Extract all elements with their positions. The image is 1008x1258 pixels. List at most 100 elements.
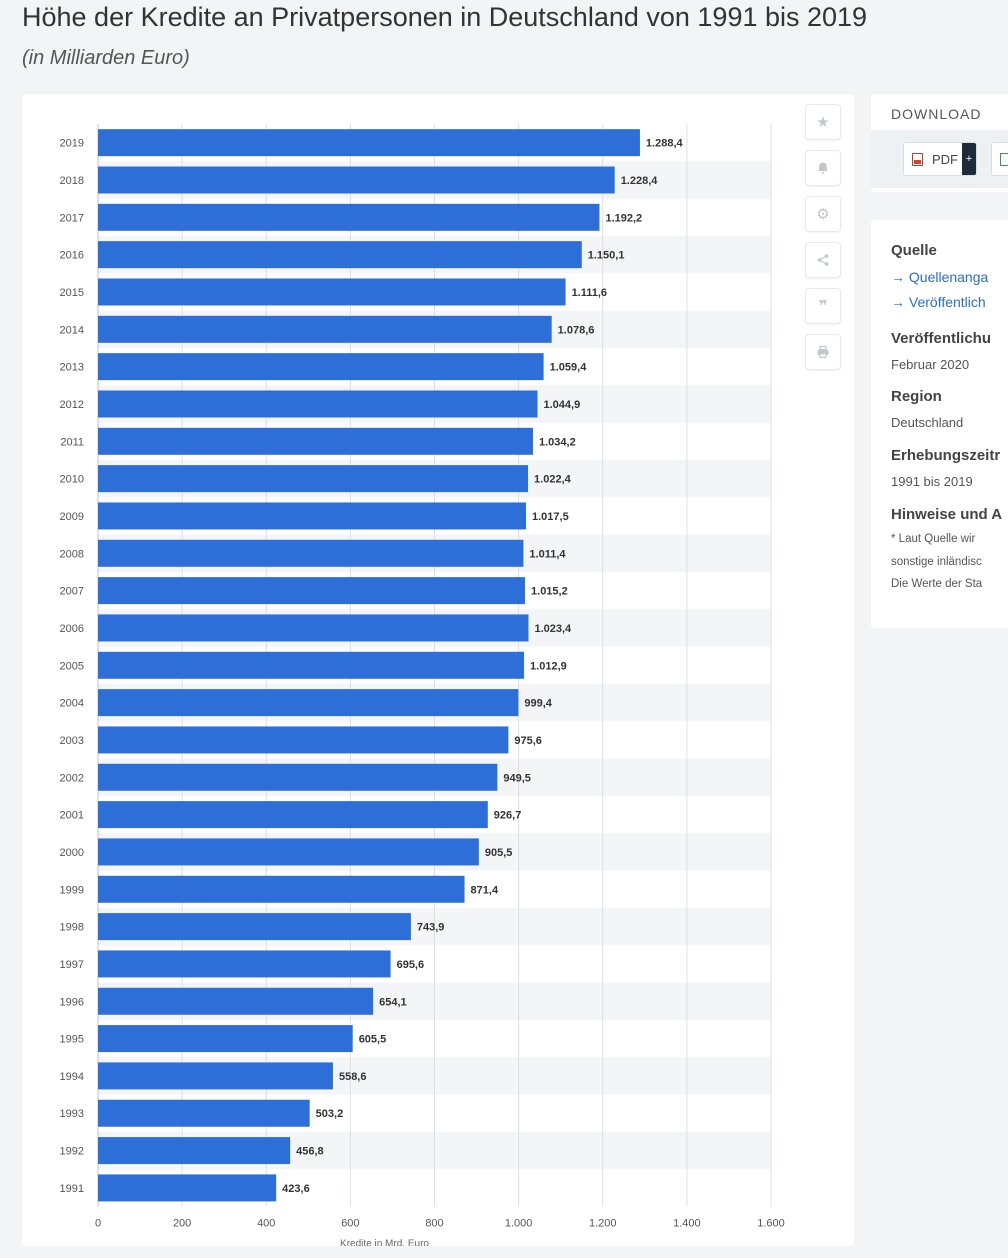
print-icon <box>817 345 829 359</box>
xls-file-icon <box>1000 153 1008 166</box>
category-label: 2011 <box>60 436 84 448</box>
bar <box>98 577 526 605</box>
value-label: 1.192,2 <box>605 212 642 224</box>
bar <box>98 726 509 754</box>
value-label: 503,2 <box>316 1108 344 1120</box>
value-label: 949,5 <box>503 772 531 784</box>
category-label: 2007 <box>60 586 84 598</box>
value-label: 1.288,4 <box>646 138 684 150</box>
x-tick-label: 1.000 <box>505 1218 533 1230</box>
category-label: 1993 <box>60 1108 84 1120</box>
bar <box>98 353 544 381</box>
cite-button[interactable]: ❞ <box>805 288 841 324</box>
settings-button[interactable]: ⚙ <box>805 196 841 232</box>
download-label: DOWNLOAD <box>891 106 982 122</box>
bar <box>98 465 529 493</box>
x-tick-label: 400 <box>257 1218 275 1230</box>
category-label: 2000 <box>60 847 84 859</box>
category-label: 2005 <box>60 660 84 672</box>
value-label: 871,4 <box>471 884 499 896</box>
chart-toolbar: ★ ⚙ ❞ <box>805 104 841 380</box>
print-button[interactable] <box>805 334 841 370</box>
value-label: 654,1 <box>379 996 407 1008</box>
bar <box>98 166 615 194</box>
bar <box>98 913 411 941</box>
x-tick-label: 200 <box>173 1218 191 1230</box>
star-icon: ★ <box>816 114 830 131</box>
category-label: 1997 <box>60 959 84 971</box>
bar <box>98 875 465 903</box>
bar <box>98 987 374 1015</box>
category-label: 2013 <box>60 362 84 374</box>
bar <box>98 651 525 679</box>
share-button[interactable] <box>805 242 841 278</box>
bar <box>98 241 582 269</box>
category-label: 2017 <box>60 212 84 224</box>
category-label: 1996 <box>60 996 84 1008</box>
bar <box>98 763 498 791</box>
value-label: 1.059,4 <box>550 362 588 374</box>
value-label: 926,7 <box>494 810 522 822</box>
category-label: 1995 <box>60 1034 84 1046</box>
category-label: 2010 <box>60 474 84 486</box>
source-link[interactable]: → Quellenanga <box>891 269 989 285</box>
share-icon <box>817 254 829 266</box>
bar <box>98 390 538 418</box>
value-label: 1.034,2 <box>539 436 576 448</box>
bar <box>98 801 488 829</box>
value-label: 1.011,4 <box>529 548 566 560</box>
bar <box>98 950 391 978</box>
category-label: 2016 <box>60 250 84 262</box>
chart-card: 2019 1.288,4 2018 1.228,4 2017 1.192,2 2016 1.1… <box>22 94 854 1246</box>
bar <box>98 315 552 343</box>
category-label: 2009 <box>60 511 84 523</box>
info-panel: Quelle → Quellenanga → Veröffentlich Ver… <box>871 220 1008 628</box>
bar <box>98 539 524 567</box>
bar <box>98 689 519 717</box>
value-label: 1.017,5 <box>532 511 569 523</box>
category-label: 1999 <box>60 884 84 896</box>
period-value: 1991 bis 2019 <box>891 474 973 489</box>
category-label: 1994 <box>60 1071 84 1083</box>
bell-icon <box>818 162 828 174</box>
bar-chart: 2019 1.288,4 2018 1.228,4 2017 1.192,2 2016 1.1… <box>60 124 785 1246</box>
value-label: 975,6 <box>514 735 542 747</box>
category-label: 2003 <box>60 735 84 747</box>
pdf-label: PDF <box>932 152 958 167</box>
category-label: 2004 <box>60 698 84 710</box>
note-line: * Laut Quelle wir <box>891 533 976 545</box>
notes-title: Hinweise und A <box>891 506 1003 523</box>
category-label: 2002 <box>60 772 84 784</box>
region-value: Deutschland <box>891 415 964 430</box>
value-label: 1.111,6 <box>572 287 608 299</box>
favorite-button[interactable]: ★ <box>805 104 841 140</box>
page-subtitle: (in Milliarden Euro) <box>22 47 190 69</box>
bar <box>98 1062 333 1090</box>
category-label: 2012 <box>60 399 84 411</box>
value-label: 695,6 <box>397 959 425 971</box>
value-label: 1.228,4 <box>621 175 659 187</box>
pdf-download-button[interactable]: PDF + <box>903 142 977 176</box>
publication-link[interactable]: → Veröffentlich <box>891 294 986 310</box>
category-label: 2006 <box>60 623 84 635</box>
value-label: 905,5 <box>485 847 513 859</box>
page-title: Höhe der Kredite an Privatpersonen in De… <box>22 2 868 32</box>
source-title: Quelle <box>891 242 937 259</box>
pdf-file-icon <box>912 153 923 166</box>
quote-icon: ❞ <box>818 298 828 315</box>
xls-download-button[interactable] <box>991 142 1008 176</box>
value-label: 558,6 <box>339 1071 367 1083</box>
category-label: 2008 <box>60 548 84 560</box>
value-label: 1.023,4 <box>534 623 572 635</box>
bar <box>98 203 600 231</box>
value-label: 1.022,4 <box>534 474 572 486</box>
category-label: 1998 <box>60 922 84 934</box>
bar <box>98 427 534 455</box>
value-label: 1.015,2 <box>531 586 568 598</box>
notification-button[interactable] <box>805 150 841 186</box>
pdf-plus-icon[interactable]: + <box>962 143 976 175</box>
value-label: 423,6 <box>282 1183 310 1195</box>
bar <box>98 129 640 157</box>
note-line: sonstige inländisc <box>891 556 982 568</box>
category-label: 2014 <box>60 324 84 336</box>
